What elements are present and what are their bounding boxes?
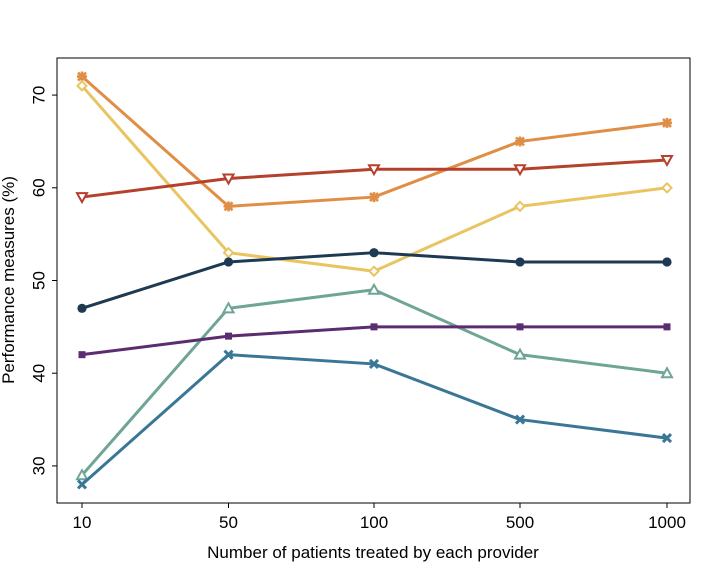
x-tick-label: 10 [73,513,92,532]
data-point [225,332,232,340]
data-point [77,71,87,82]
plot-frame [56,57,691,504]
data-point [76,79,88,92]
data-point [660,366,674,379]
series-line [80,288,668,477]
series-1 [77,71,672,212]
data-point [660,154,674,168]
data-point [367,282,381,295]
x-axis: 10 50 100 500 1000 [73,503,686,532]
series-7 [76,349,673,490]
y-axis-label: Performance measures (%) [0,176,18,384]
data-point [515,136,525,147]
data-point [221,173,236,186]
data-point [513,347,527,360]
x-tick-label: 1000 [648,513,686,532]
data-point [662,117,672,128]
data-point [223,257,234,267]
data-point [516,323,524,331]
data-point [78,351,86,359]
x-tick-label: 500 [506,513,534,532]
data-point [368,265,380,278]
data-point [75,192,89,205]
data-point [368,358,380,369]
series-2 [76,79,673,278]
data-point [370,323,378,331]
data-point [514,414,526,425]
data-point [661,181,673,194]
x-tick-label: 100 [360,513,388,532]
data-point [515,257,525,267]
data-point [223,201,234,212]
data-point [661,433,673,444]
data-point [663,323,671,331]
series-4 [77,248,672,313]
data-point [221,301,236,314]
data-point [662,257,672,267]
data-point [75,468,89,481]
y-tick-label: 60 [29,178,48,197]
data-point [369,192,379,203]
data-point [513,164,527,177]
data-point [223,349,234,360]
data-point [514,200,526,213]
data-point [367,164,381,177]
data-point [77,303,87,313]
data-point [222,246,235,259]
y-axis: 30 40 50 60 70 [29,86,57,475]
series-6 [78,323,671,359]
series-line [81,325,667,357]
series-3 [75,154,674,205]
series-line [81,251,667,310]
series-5 [75,282,674,481]
data-point [76,479,88,490]
y-tick-label: 50 [29,271,48,290]
y-tick-label: 40 [29,364,48,383]
y-tick-label: 70 [29,86,48,105]
x-tick-label: 50 [219,513,238,532]
data-point [369,248,379,258]
x-axis-label: Number of patients treated by each provi… [207,543,539,562]
y-tick-label: 30 [29,456,48,475]
series-line [80,84,668,273]
series-layer [75,71,674,490]
